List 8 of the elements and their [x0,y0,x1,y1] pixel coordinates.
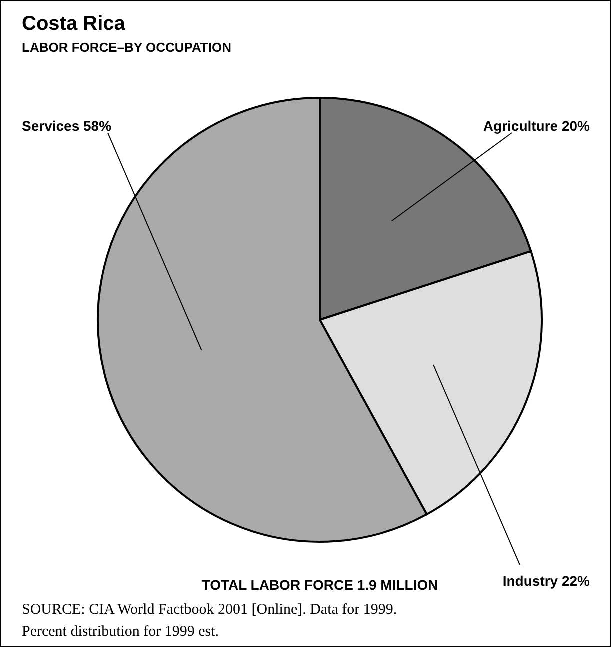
source-note: SOURCE: CIA World Factbook 2001 [Online]. Data for 1999. [22,602,398,618]
slice-label: Agriculture 20% [483,118,591,134]
text: Percent distribution for 1999 est. [22,624,220,640]
text: TOTAL LABOR FORCE 1.9 MILLION [202,577,438,593]
chart-subtitle: LABOR FORCE–BY OCCUPATION [22,40,232,55]
slice-label: Services 58% [22,118,112,134]
slice-label: Industry 22% [502,573,591,589]
chart-title: Costa Rica [22,13,126,35]
